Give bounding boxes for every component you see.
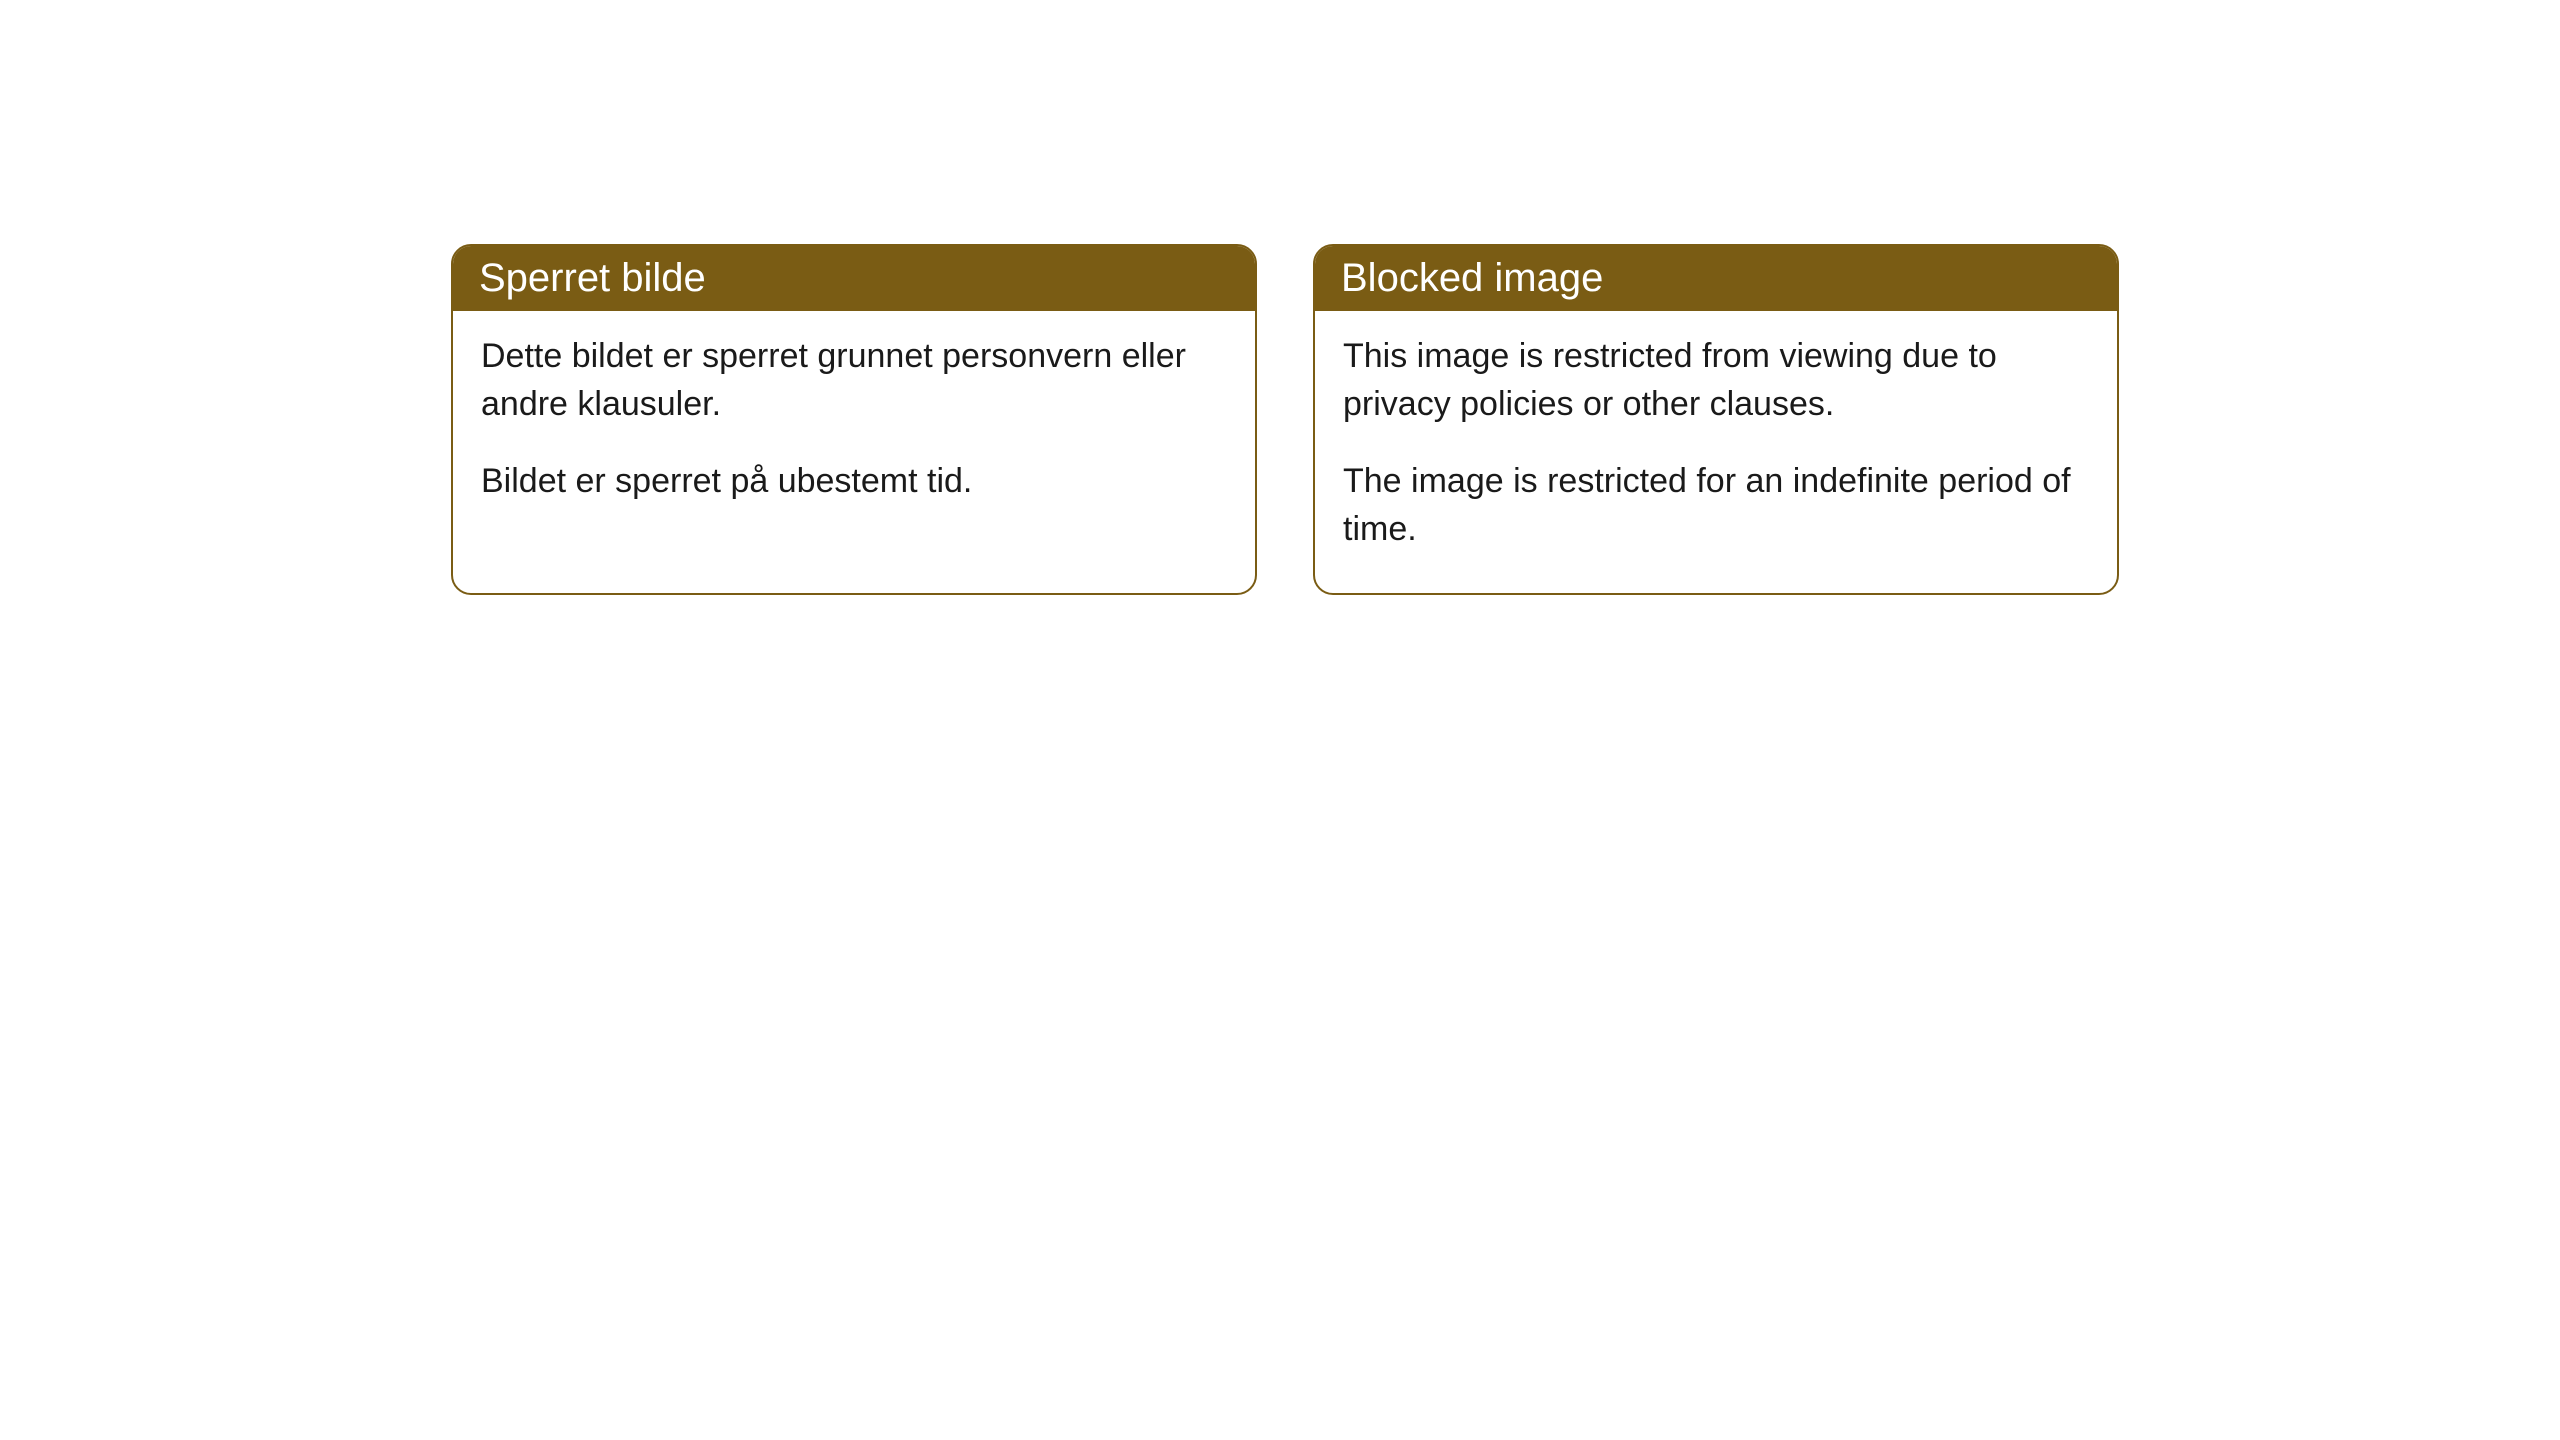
- card-text-en-1: This image is restricted from viewing du…: [1343, 333, 2089, 428]
- card-header-no: Sperret bilde: [453, 246, 1255, 311]
- blocked-image-card-no: Sperret bilde Dette bildet er sperret gr…: [451, 244, 1257, 595]
- card-text-no-2: Bildet er sperret på ubestemt tid.: [481, 458, 1227, 506]
- notice-cards-container: Sperret bilde Dette bildet er sperret gr…: [0, 0, 2560, 595]
- card-body-en: This image is restricted from viewing du…: [1315, 311, 2117, 593]
- card-text-no-1: Dette bildet er sperret grunnet personve…: [481, 333, 1227, 428]
- card-text-en-2: The image is restricted for an indefinit…: [1343, 458, 2089, 553]
- blocked-image-card-en: Blocked image This image is restricted f…: [1313, 244, 2119, 595]
- card-header-en: Blocked image: [1315, 246, 2117, 311]
- card-body-no: Dette bildet er sperret grunnet personve…: [453, 311, 1255, 546]
